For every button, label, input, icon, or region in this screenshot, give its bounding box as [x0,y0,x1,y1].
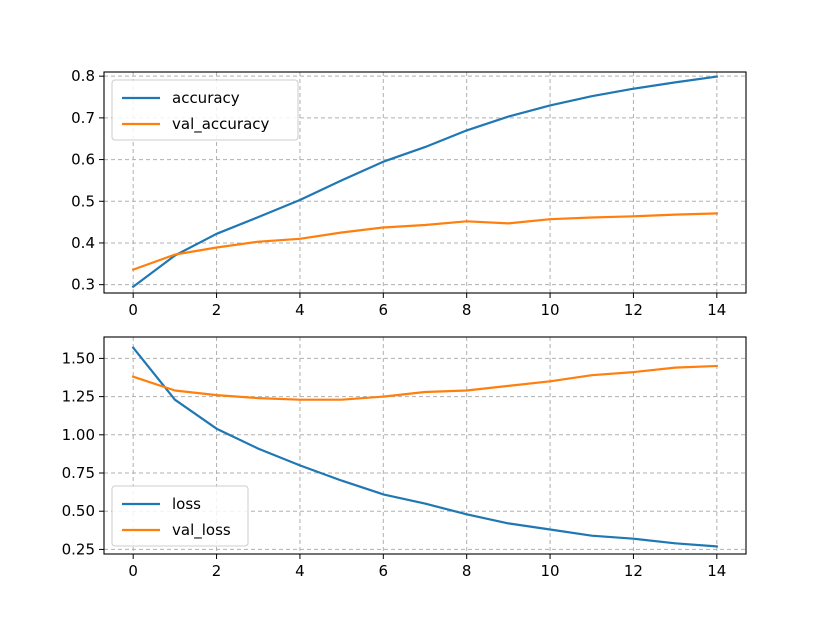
y-tick-label: 1.00 [62,426,95,444]
x-tick-label: 12 [624,562,643,580]
series-line-val-loss [131,364,718,401]
series-line-accuracy [131,75,719,289]
x-tick-label: 0 [128,301,138,319]
y-tick-label: 0.75 [62,464,95,482]
legend-label-val-accuracy: val_accuracy [172,115,270,134]
x-tick-label: 6 [379,562,389,580]
x-tick-label: 2 [212,562,222,580]
subplot-1: 0 2 4 6 8 10 12 14 0.3 0.4 0.5 0.6 0.7 0.8 accuracy val… [71,67,747,319]
legend-label-loss: loss [172,495,201,513]
x-tick-label: 4 [295,301,305,319]
y-tick-label: 0.6 [71,151,95,169]
y-tick-label: 1.25 [62,388,95,406]
subplot-2: 0 2 4 6 8 10 12 14 0.25 0.50 0.75 1.00 1.25 1.50 loss v… [62,336,747,580]
x-tick-label: 14 [707,301,726,319]
x-tick-label: 12 [624,301,643,319]
x-tick-label: 10 [541,562,560,580]
legend-label-accuracy: accuracy [172,89,240,107]
x-tick-label: 4 [295,562,305,580]
series-line-loss [131,346,718,548]
y-tick-label: 1.50 [62,349,95,367]
y-tick-label: 0.5 [71,192,95,210]
y-tick-label: 0.3 [71,276,95,294]
x-tick-label: 14 [707,562,726,580]
y-tick-label: 0.8 [71,67,95,85]
y-tick-label: 0.4 [71,234,95,252]
x-tick-label: 2 [212,301,222,319]
legend: loss val_loss [111,485,249,547]
x-tick-label: 6 [379,301,389,319]
series-line-val-accuracy [131,212,718,272]
x-tick-label: 8 [462,562,472,580]
x-tick-label: 0 [128,562,138,580]
y-tick-label: 0.50 [62,502,95,520]
x-tick-label: 8 [462,301,472,319]
axes-frame [103,71,747,294]
y-tick-label: 0.25 [62,540,95,558]
y-tick-label: 0.7 [71,109,95,127]
x-tick-label: 10 [541,301,560,319]
axes-frame [103,336,747,555]
legend-label-val-loss: val_loss [172,521,231,540]
legend: accuracy val_accuracy [111,79,299,141]
